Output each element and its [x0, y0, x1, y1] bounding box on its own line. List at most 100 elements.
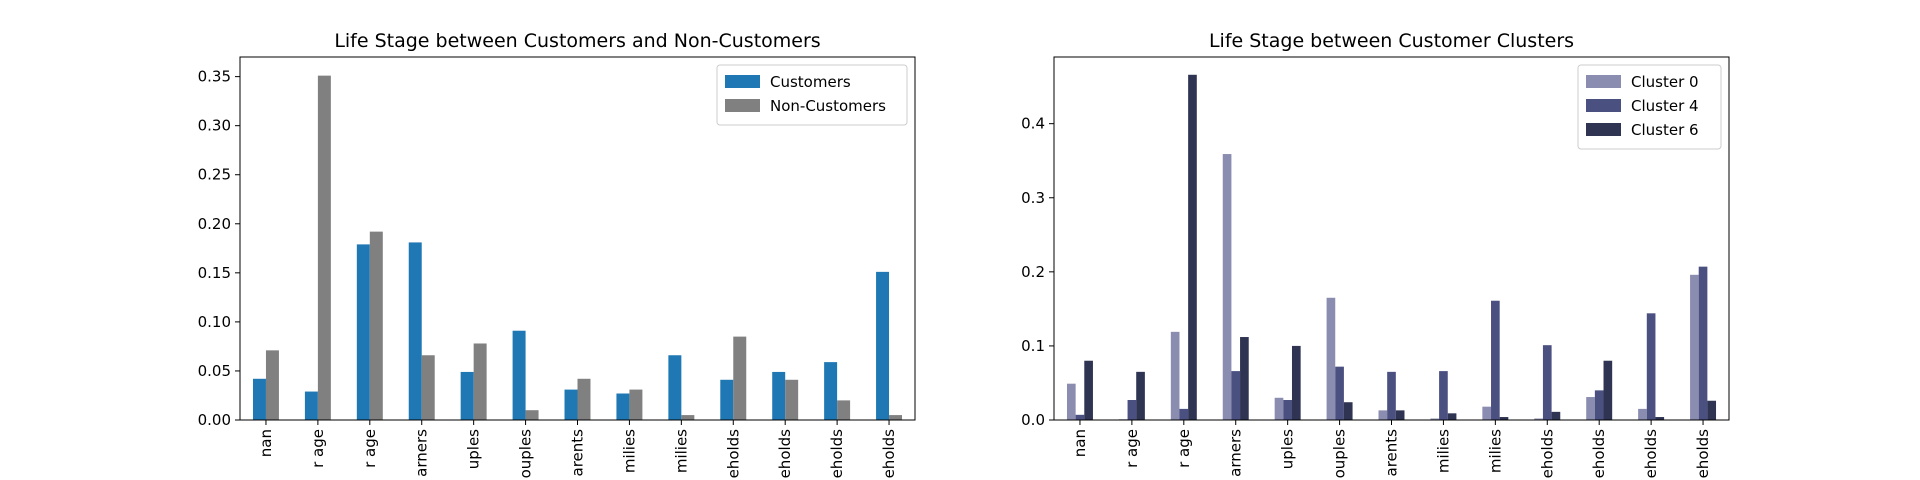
legend-box: [716, 64, 908, 126]
x-tick-label: arents: [1383, 429, 1401, 477]
legend-swatch: [725, 99, 760, 112]
bar-customers-1: [304, 391, 318, 420]
bar-customers-7: [616, 393, 630, 420]
bar-non-customers-1: [317, 75, 331, 420]
bar-cluster-4-8: [1491, 300, 1500, 420]
bar-cluster-4-0: [1075, 414, 1085, 420]
bar-cluster-6-7: [1447, 413, 1457, 420]
bar-customers-8: [668, 355, 682, 420]
bar-cluster-6-4: [1291, 345, 1301, 420]
x-tick-label: milies: [1434, 429, 1452, 473]
chart-title: Life Stage between Customer Clusters: [1209, 30, 1574, 52]
x-tick-label: r age: [309, 429, 327, 468]
legend-swatch: [1586, 123, 1621, 136]
x-tick-label: arents: [569, 429, 587, 477]
x-tick-label: r age: [1123, 429, 1141, 468]
y-tick-label: 0.0: [1021, 411, 1045, 429]
x-tick-label: eholds: [880, 429, 898, 479]
bar-non-customers-4: [473, 343, 487, 420]
bar-cluster-0-3: [1222, 154, 1232, 421]
bar-non-customers-12: [889, 415, 903, 420]
legend-label: Customers: [770, 73, 851, 91]
x-tick-label: nan: [1071, 429, 1089, 457]
bar-non-customers-8: [681, 415, 695, 420]
bar-cluster-4-5: [1335, 366, 1344, 420]
bar-cluster-6-6: [1395, 410, 1405, 420]
x-tick-label: eholds: [776, 429, 794, 479]
bar-cluster-0-9: [1534, 418, 1543, 420]
bar-non-customers-10: [785, 379, 799, 420]
chart-panel-0: Life Stage between Customers and Non-Cus…: [198, 30, 916, 479]
bar-cluster-4-6: [1387, 371, 1396, 420]
bar-cluster-0-5: [1326, 297, 1336, 420]
x-tick-label: eholds: [724, 429, 742, 479]
legend: Customers Non-Customers: [716, 64, 908, 126]
x-tick-label: nan: [257, 429, 275, 457]
bar-non-customers-3: [421, 355, 435, 420]
legend-label: Non-Customers: [770, 97, 886, 115]
bar-cluster-6-8: [1499, 417, 1509, 420]
y-tick-label: 0.25: [198, 166, 231, 184]
bar-non-customers-6: [577, 378, 591, 420]
y-tick-label: 0.4: [1021, 115, 1045, 133]
bar-customers-3: [408, 242, 422, 420]
chart-panel-1: Life Stage between Customer Clusters 0.0 0…: [1021, 30, 1730, 479]
bar-cluster-4-2: [1179, 408, 1189, 420]
legend: Cluster 0 Cluster 4 Cluster 6: [1577, 64, 1722, 150]
bar-cluster-6-1: [1136, 371, 1145, 420]
x-tick-label: eholds: [1694, 429, 1712, 479]
bar-cluster-6-3: [1240, 337, 1249, 420]
bar-non-customers-9: [733, 336, 747, 420]
bar-cluster-0-10: [1586, 397, 1595, 420]
x-tick-label: eholds: [1590, 429, 1608, 479]
bar-cluster-6-12: [1707, 400, 1717, 420]
x-tick-label: milies: [1486, 429, 1504, 473]
bar-customers-0: [252, 378, 266, 420]
bar-cluster-4-9: [1542, 345, 1552, 420]
y-tick-label: 0.10: [198, 313, 231, 331]
y-tick-label: 0.2: [1021, 263, 1045, 281]
bar-non-customers-5: [525, 410, 539, 420]
bar-non-customers-11: [837, 400, 851, 420]
legend-swatch: [1586, 99, 1621, 112]
bar-cluster-0-8: [1482, 406, 1492, 420]
bar-customers-5: [512, 330, 526, 420]
x-tick-label: r age: [1175, 429, 1193, 468]
bar-cluster-0-4: [1274, 397, 1284, 420]
y-tick-label: 0.05: [198, 362, 231, 380]
legend-label: Cluster 4: [1631, 97, 1699, 115]
bar-non-customers-7: [629, 389, 643, 420]
bar-cluster-0-11: [1638, 408, 1647, 420]
legend-swatch: [1586, 75, 1621, 88]
bar-customers-6: [564, 389, 578, 420]
bar-cluster-6-5: [1343, 402, 1353, 420]
bar-cluster-6-9: [1551, 411, 1561, 420]
x-tick-label: arners: [413, 429, 431, 477]
x-tick-label: r age: [361, 429, 379, 468]
bar-cluster-0-7: [1430, 418, 1440, 420]
x-tick-label: eholds: [828, 429, 846, 479]
bar-cluster-4-10: [1594, 390, 1604, 420]
bar-cluster-0-2: [1170, 331, 1180, 420]
x-tick-label: eholds: [1538, 429, 1556, 479]
bar-customers-11: [824, 362, 838, 420]
bar-cluster-0-12: [1690, 274, 1699, 420]
bar-cluster-6-2: [1188, 74, 1197, 420]
bar-customers-12: [876, 271, 890, 420]
bar-customers-9: [720, 379, 734, 420]
bar-cluster-4-7: [1439, 371, 1448, 420]
bar-cluster-4-1: [1127, 400, 1137, 420]
legend-label: Cluster 6: [1631, 121, 1699, 139]
bar-cluster-4-3: [1231, 371, 1241, 420]
bar-customers-2: [356, 244, 370, 420]
y-tick-label: 0.30: [198, 117, 231, 135]
bar-cluster-0-0: [1066, 383, 1076, 420]
bar-cluster-6-0: [1084, 360, 1093, 420]
bar-customers-10: [772, 371, 786, 420]
chart-title: Life Stage between Customers and Non-Cus…: [334, 30, 820, 52]
y-tick-label: 0.35: [198, 68, 231, 86]
x-tick-label: eholds: [1642, 429, 1660, 479]
x-tick-label: uples: [1279, 429, 1297, 469]
bar-non-customers-2: [369, 231, 383, 420]
